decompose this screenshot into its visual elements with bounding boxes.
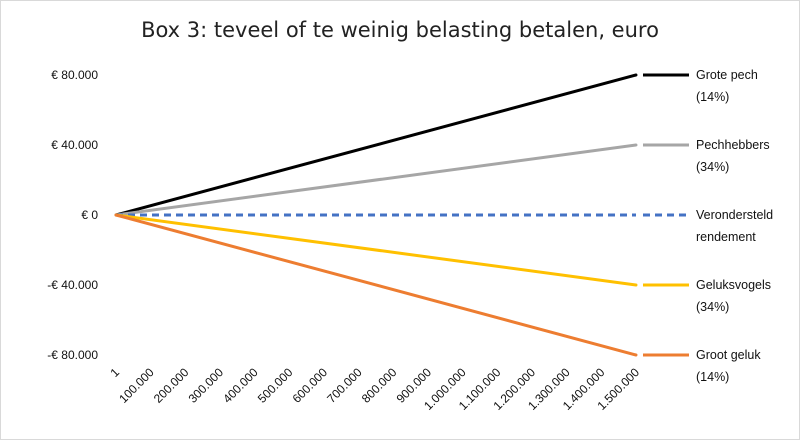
y-tick-label: € 80.000 xyxy=(51,68,98,82)
x-tick-label: 800.000 xyxy=(359,365,400,406)
x-tick-label: 400.000 xyxy=(220,365,261,406)
x-tick-label: 700.000 xyxy=(324,365,365,406)
y-tick-label: -€ 40.000 xyxy=(47,278,98,292)
x-axis-labels: 1100.000200.000300.000400.000500.000600.… xyxy=(107,365,642,413)
chart-title: Box 3: teveel of te weinig belasting bet… xyxy=(141,18,659,42)
x-tick-label: 300.000 xyxy=(186,365,227,406)
x-tick-label: 200.000 xyxy=(151,365,192,406)
y-tick-label: € 0 xyxy=(81,208,98,222)
y-axis-labels: € 80.000 € 40.000 € 0 -€ 40.000 -€ 80.000 xyxy=(47,68,98,362)
series-line xyxy=(114,213,638,287)
x-tick-label: 500.000 xyxy=(255,365,296,406)
series-lines xyxy=(114,73,638,357)
legend-label: Groot geluk (14%) xyxy=(696,348,761,384)
legend-label: Grote pech (14%) xyxy=(696,68,758,104)
legend-label: Geluksvogels (34%) xyxy=(696,278,771,314)
series-line xyxy=(114,73,638,217)
legend-label: Pechhebbers (34%) xyxy=(696,138,770,174)
x-tick-label: 100.000 xyxy=(116,365,157,406)
y-tick-label: -€ 80.000 xyxy=(47,348,98,362)
legend: Grote pech (14%) Pechhebbers (34%) Veronders… xyxy=(643,68,773,384)
series-line xyxy=(114,213,638,357)
series-line xyxy=(114,143,638,217)
y-tick-label: € 40.000 xyxy=(51,138,98,152)
legend-label: Verondersteld rendement xyxy=(696,208,773,244)
x-tick-label: 1 xyxy=(107,365,122,380)
x-tick-label: 600.000 xyxy=(290,365,331,406)
